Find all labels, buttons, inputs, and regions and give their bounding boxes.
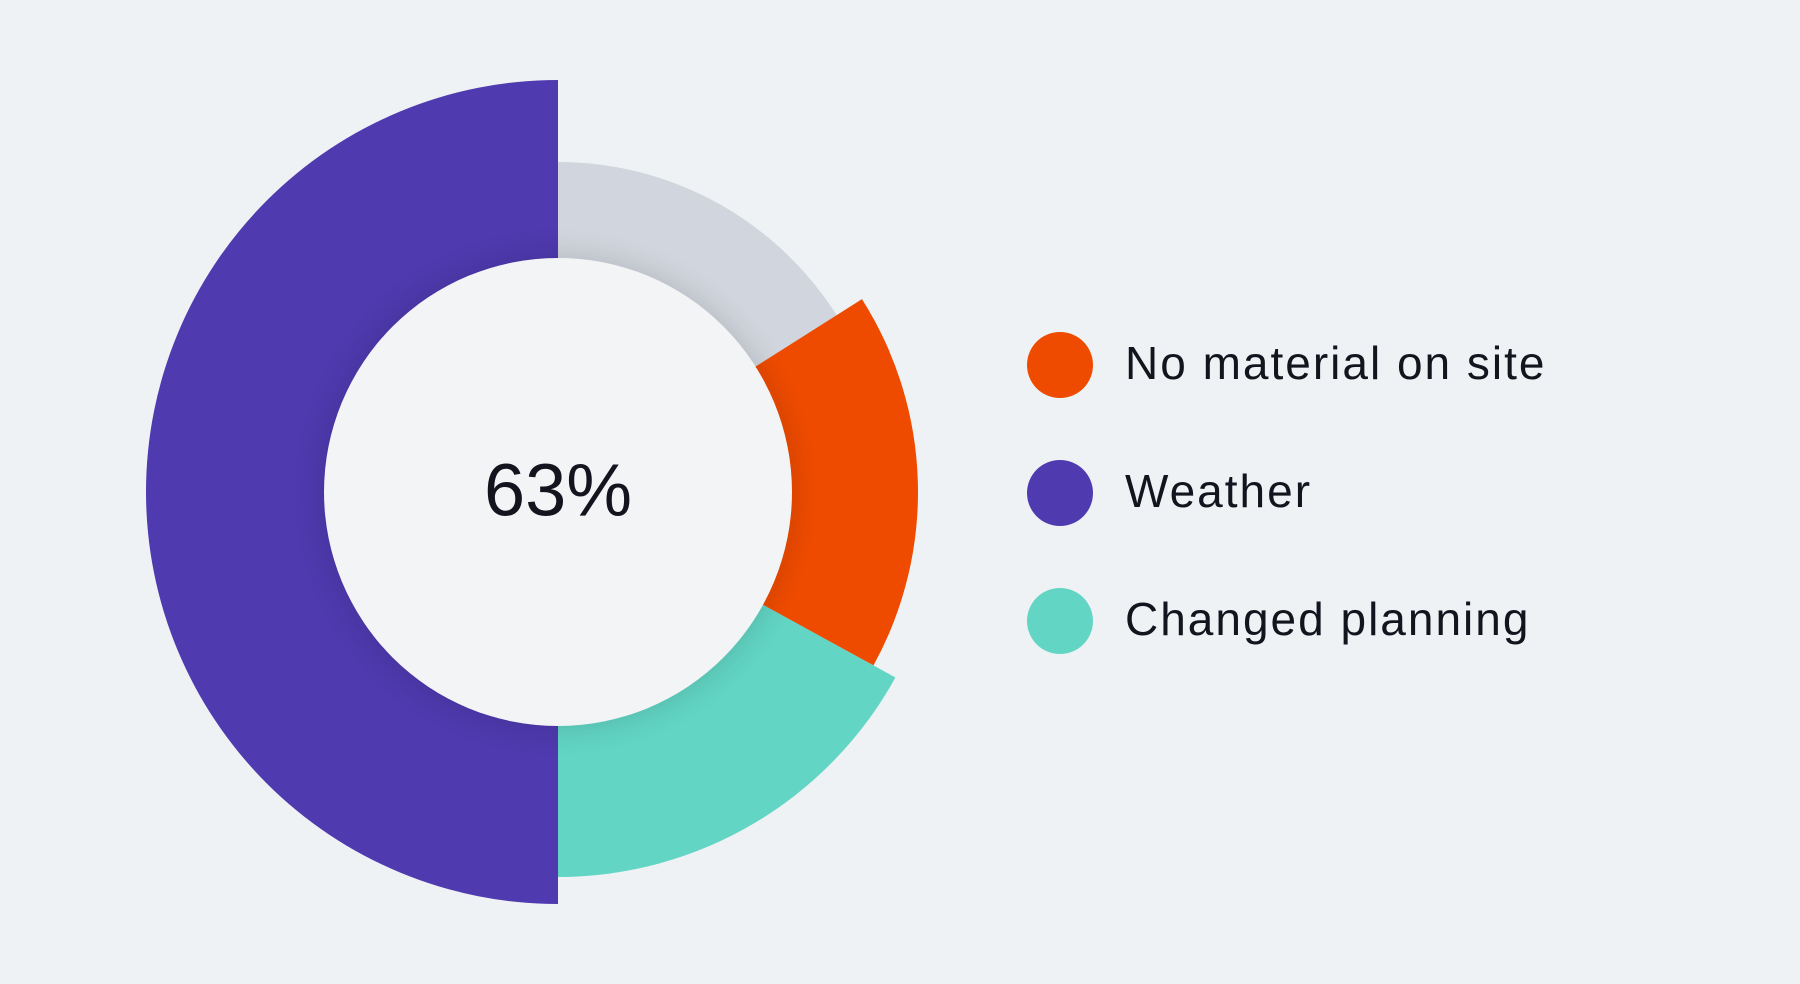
- legend-label: No material on site: [1125, 337, 1547, 389]
- center-label: 63%: [484, 449, 632, 532]
- legend-swatch: [1027, 332, 1093, 398]
- slice: [754, 299, 919, 666]
- legend: No material on site Weather Changed planni…: [1027, 332, 1547, 654]
- inner-disc: [324, 258, 792, 726]
- legend-label: Changed planning: [1125, 593, 1530, 645]
- legend-swatch: [1027, 588, 1093, 654]
- legend-label: Weather: [1125, 465, 1312, 517]
- donut: [146, 80, 919, 904]
- slice: [558, 604, 896, 877]
- slice: [146, 80, 558, 904]
- legend-swatch: [1027, 460, 1093, 526]
